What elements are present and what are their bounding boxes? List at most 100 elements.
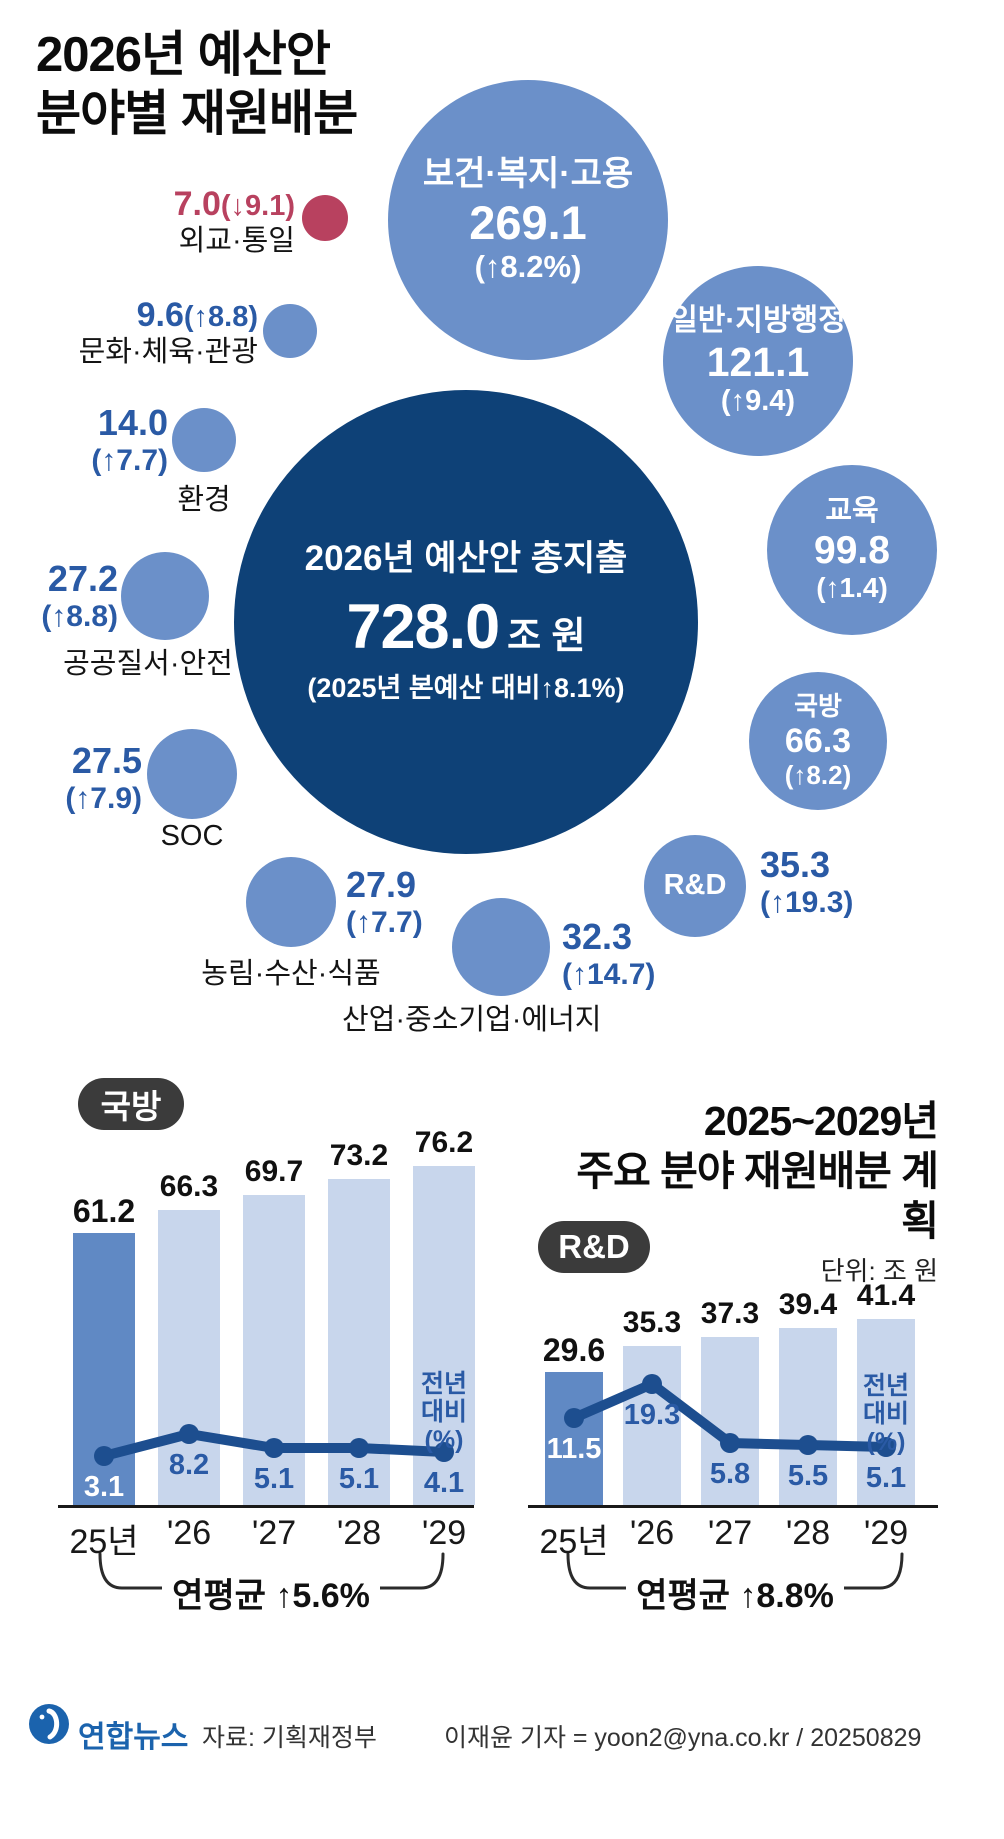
- bubble-value: 9.6: [136, 296, 184, 334]
- reporter-credit: 이재윤 기자 = yoon2@yna.co.kr / 20250829: [444, 1724, 922, 1752]
- bar-'29: [413, 1166, 475, 1505]
- defense-chart-badge: 국방: [78, 1078, 184, 1130]
- bubble-industry: [452, 898, 550, 996]
- public-order-value-label: 27.2 (↑8.8): [0, 558, 118, 633]
- public-order-name-label: 공공질서·안전: [63, 648, 233, 680]
- agriculture-name-label: 농림·수산·식품: [201, 958, 381, 990]
- bubble-value: 14.0: [97, 402, 168, 443]
- line-value-label: 5.1: [253, 1463, 295, 1495]
- bar-value-label: 29.6: [542, 1332, 606, 1368]
- source-credit: 자료: 기획재정부: [202, 1724, 377, 1752]
- bar-value-label: 37.3: [700, 1297, 760, 1330]
- bubble-value: 99.8: [814, 528, 890, 572]
- rnd-value-label: 35.3 (↑19.3): [760, 844, 930, 919]
- bubble-defense: 국방 66.3 (↑8.2): [749, 672, 887, 810]
- bar-value-label: 69.7: [244, 1155, 304, 1188]
- line-value-label: 4.1: [423, 1467, 465, 1499]
- diplomacy-label: 7.0(↓9.1) 외교·통일: [95, 185, 295, 258]
- section2-unit: 단위: 조 원: [820, 1256, 938, 1287]
- bubble-soc: [147, 729, 237, 819]
- line-value-label: 8.2: [168, 1449, 210, 1481]
- yoy-note: 전년 대비 (%): [862, 1372, 909, 1456]
- bubble-name: R&D: [663, 869, 727, 902]
- bar-value-label: 76.2: [414, 1126, 474, 1159]
- bubble-total-spending: 2026년 예산안 총지출 728.0 조 원 (2025년 본예산 대비↑8.…: [234, 390, 698, 854]
- x-axis-label: '27: [707, 1514, 753, 1552]
- industry-value-label: 32.3 (↑14.7): [562, 917, 732, 991]
- bubble-change: (↑8.2): [784, 760, 852, 791]
- bubble-change: (↑8.8): [41, 599, 118, 633]
- bar-value-label: 66.3: [159, 1170, 219, 1203]
- bubble-change: (↑7.9): [65, 781, 142, 815]
- bubble-value: 27.9: [346, 864, 417, 905]
- bubble-change: (↑7.7): [91, 443, 168, 477]
- x-axis-line: [528, 1505, 938, 1508]
- avg-annotation-text: 연평균 ↑8.8%: [626, 1577, 844, 1615]
- x-axis-label: '26: [629, 1514, 675, 1552]
- avg-annotation-text: 연평균 ↑5.6%: [162, 1577, 380, 1615]
- bubble-value: 27.5: [71, 740, 142, 781]
- section2-title: 2025~2029년 주요 분야 재원배분 계획 단위: 조 원: [560, 1096, 939, 1288]
- bubble-name: 보건·복지·고용: [422, 154, 634, 193]
- bubble-change: (↑7.7): [346, 905, 423, 939]
- bubble-value: 27.2: [47, 558, 118, 599]
- line-value-label: 19.3: [623, 1399, 681, 1431]
- bubble-value: 7.0: [173, 185, 221, 223]
- section2-title-line1: 2025~2029년: [703, 1098, 939, 1144]
- bubble-name: 국방: [794, 691, 842, 722]
- line-value-label: 5.5: [787, 1460, 829, 1492]
- x-axis-line: [58, 1505, 474, 1508]
- total-value: 728.0: [346, 591, 500, 662]
- bubble-public-order: [121, 552, 209, 640]
- soc-value-label: 27.5 (↑7.9): [12, 740, 142, 815]
- line-value-label: 5.1: [865, 1462, 907, 1494]
- total-change: (2025년 본예산 대비↑8.1%): [307, 673, 625, 704]
- bubble-name: 문화·체육·관광: [78, 336, 258, 369]
- bubble-change: (↑1.4): [816, 572, 888, 604]
- bubble-change: (↑8.8): [183, 301, 258, 333]
- line-value-label: 11.5: [546, 1433, 602, 1465]
- x-axis-label: '26: [166, 1514, 212, 1552]
- bar-value-label: 41.4: [856, 1279, 916, 1312]
- bubble-general-admin: 일반·지방행정 121.1 (↑9.4): [663, 266, 853, 456]
- rnd-chart-badge: R&D: [538, 1221, 650, 1273]
- bubble-diplomacy: [302, 195, 348, 241]
- bubble-rnd: R&D: [644, 835, 746, 937]
- bubble-environment: [172, 408, 236, 472]
- bar-value-label: 61.2: [72, 1193, 136, 1229]
- x-axis-label: '28: [336, 1514, 382, 1552]
- yoy-note: 전년 대비 (%): [420, 1370, 467, 1454]
- bubble-culture: [263, 304, 317, 358]
- total-label: 2026년 예산안 총지출: [304, 539, 628, 579]
- bubble-value: 269.1: [469, 196, 587, 250]
- soc-name-label: SOC: [160, 820, 224, 852]
- page-title-line1: 2026년 예산안: [36, 28, 331, 82]
- bubble-value: 35.3: [760, 844, 831, 885]
- bar-value-label: 35.3: [622, 1306, 682, 1339]
- bar-value-label: 73.2: [329, 1139, 389, 1172]
- bubble-name: 일반·지방행정: [670, 304, 846, 337]
- bar-value-label: 39.4: [778, 1288, 838, 1321]
- yonhap-logo-icon: [29, 1704, 69, 1744]
- x-axis-label: '29: [863, 1514, 909, 1552]
- bubble-name: 교육: [825, 494, 879, 527]
- section2-title-line2: 주요 분야 재원배분 계획: [576, 1148, 939, 1245]
- bubble-welfare: 보건·복지·고용 269.1 (↑8.2%): [388, 80, 668, 360]
- industry-name-label: 산업·중소기업·에너지: [342, 1004, 602, 1036]
- total-unit: 조 원: [507, 614, 586, 656]
- bubble-change: (↑14.7): [562, 957, 656, 991]
- x-axis-label: '28: [785, 1514, 831, 1552]
- page-title-line2: 분야별 재원배분: [36, 86, 358, 141]
- line-value-label: 3.1: [83, 1471, 125, 1503]
- bubble-education: 교육 99.8 (↑1.4): [767, 465, 937, 635]
- bubble-change: (↓9.1): [220, 190, 295, 222]
- bubble-name: 외교·통일: [178, 225, 295, 258]
- agency-name: 연합뉴스: [78, 1721, 189, 1754]
- page-title: 2026년 예산안 분야별 재원배분: [36, 26, 358, 144]
- avg-annotation: 연평균 ↑5.6%: [101, 1568, 441, 1617]
- bubble-change: (↑19.3): [760, 885, 854, 919]
- environment-name-label: 환경: [177, 484, 231, 516]
- culture-label: 9.6(↑8.8) 문화·체육·관광: [58, 296, 258, 369]
- bubble-agriculture: [246, 857, 336, 947]
